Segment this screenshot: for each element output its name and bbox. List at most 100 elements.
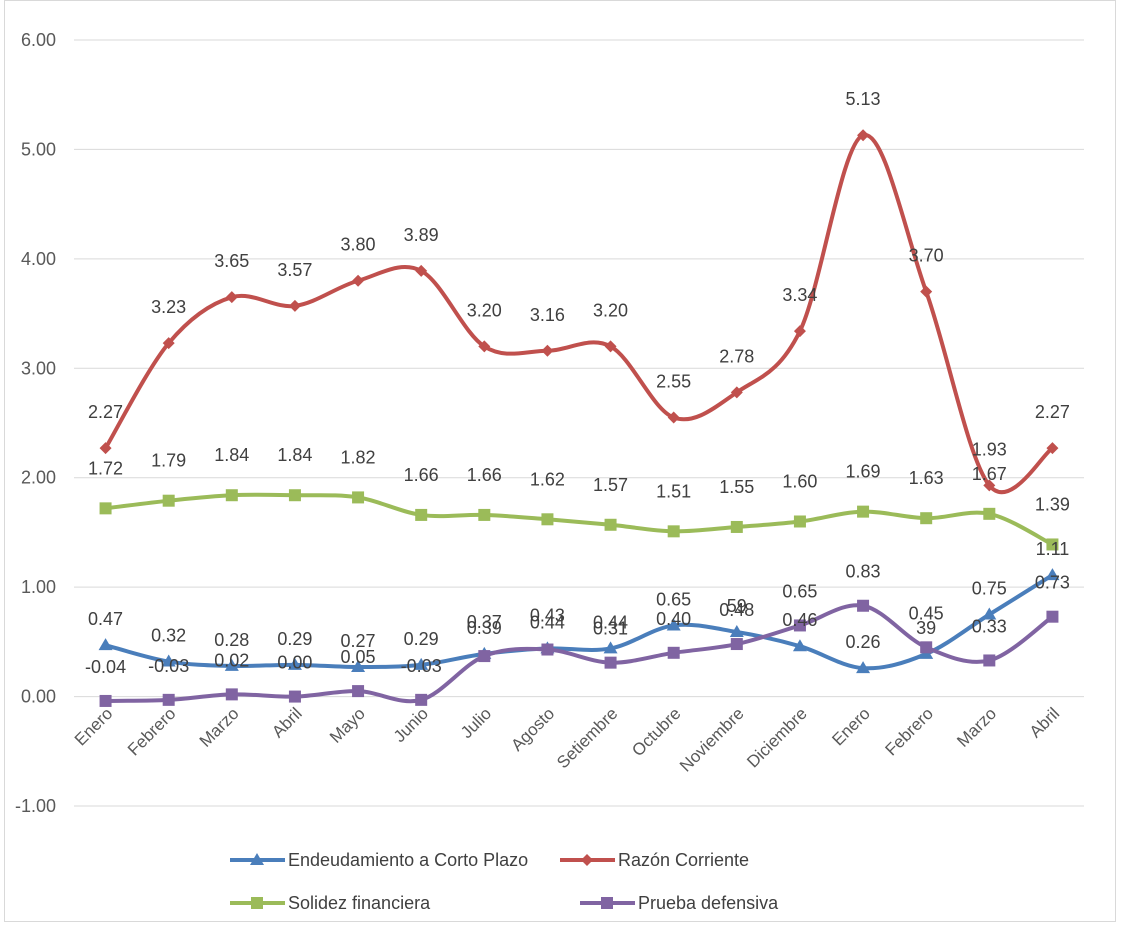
- series-line: [103, 133, 1055, 495]
- data-label: 2.27: [1035, 402, 1070, 422]
- x-tick-label: Enero: [828, 704, 874, 750]
- data-point: [162, 494, 175, 507]
- y-tick-label: -1.00: [15, 796, 56, 816]
- data-label: 0.37: [467, 612, 502, 632]
- y-tick-label: 6.00: [21, 30, 56, 50]
- data-point: [920, 641, 933, 654]
- y-axis: 6.00 5.00 4.00 3.00 2.00 1.00 0.00 -1.00: [15, 30, 56, 816]
- data-point: [225, 489, 238, 502]
- data-point: [983, 479, 996, 492]
- data-point: [603, 641, 618, 654]
- data-point: [857, 505, 870, 518]
- data-label: 0.65: [782, 581, 817, 601]
- x-tick-label: Febrero: [124, 704, 180, 760]
- legend-marker: [250, 853, 264, 865]
- data-point: [920, 512, 933, 525]
- legend-marker: [601, 897, 613, 909]
- x-tick-label: Enero: [71, 704, 117, 750]
- data-label: 1.66: [404, 465, 439, 485]
- data-label: 1.39: [1035, 494, 1070, 514]
- x-tick-label: Octubre: [628, 704, 684, 760]
- data-point: [225, 291, 238, 304]
- x-tick-label: Setiembre: [553, 704, 621, 772]
- data-point: [288, 299, 301, 312]
- data-point: [604, 518, 617, 531]
- y-tick-label: 3.00: [21, 358, 56, 378]
- data-point: [667, 411, 680, 424]
- data-label: 3.20: [467, 300, 502, 320]
- data-label: 1.93: [972, 439, 1007, 459]
- data-point: [856, 661, 871, 674]
- x-tick-label: Agosto: [507, 704, 558, 755]
- data-point: [224, 658, 239, 671]
- legend: Endeudamiento a Corto Plazo Razón Corrien…: [230, 850, 779, 913]
- x-tick-label: Marzo: [196, 704, 243, 751]
- data-label: 2.55: [656, 372, 691, 392]
- data-label: 3.34: [782, 285, 817, 305]
- y-tick-label: 1.00: [21, 577, 56, 597]
- data-label: 3.20: [593, 300, 628, 320]
- data-label: 3.70: [909, 246, 944, 266]
- data-label: 0.33: [972, 616, 1007, 636]
- legend-entry: Prueba defensiva: [580, 893, 779, 913]
- data-label: 0.02: [214, 650, 249, 670]
- data-label: 3.16: [530, 305, 565, 325]
- data-point: [161, 654, 176, 667]
- legend-label: Endeudamiento a Corto Plazo: [288, 850, 528, 870]
- data-point: [351, 660, 366, 673]
- data-label: 0.44: [593, 612, 628, 632]
- data-label: 0.29: [404, 629, 439, 649]
- data-label: 0.43: [530, 606, 565, 626]
- x-tick-label: Abril: [1026, 704, 1063, 741]
- data-point: [478, 340, 491, 353]
- data-label: 1.51: [656, 481, 691, 501]
- data-point: [1046, 538, 1059, 551]
- x-tick-label: Diciembre: [743, 704, 811, 772]
- x-tick-label: Noviembre: [676, 704, 748, 776]
- data-point: [352, 685, 365, 698]
- data-label: 1.60: [782, 471, 817, 491]
- data-point: [983, 507, 996, 520]
- data-label: 0.31: [593, 619, 628, 639]
- legend-marker: [251, 897, 263, 909]
- data-label: 0.45: [909, 603, 944, 623]
- data-point: [478, 650, 491, 663]
- data-point: [287, 657, 302, 670]
- data-point: [730, 386, 743, 399]
- series-line: [103, 603, 1055, 704]
- data-point: [541, 344, 554, 357]
- data-point: [983, 654, 996, 667]
- data-label: 3.57: [277, 260, 312, 280]
- data-point: [99, 694, 112, 707]
- data-label: 0.40: [656, 609, 691, 629]
- data-label: 1.69: [846, 462, 881, 482]
- data-label: 1.11: [1036, 539, 1070, 559]
- data-label: 1.63: [909, 468, 944, 488]
- data-point: [793, 515, 806, 528]
- data-point: [415, 693, 428, 706]
- x-tick-label: Junio: [390, 704, 432, 746]
- data-point: [666, 618, 681, 631]
- y-tick-label: 2.00: [21, 468, 56, 488]
- series-line: [103, 573, 1055, 671]
- data-point: [352, 491, 365, 504]
- data-label: 0.39: [467, 618, 502, 638]
- data-label: 0.27: [341, 631, 376, 651]
- data-label: 0.44: [530, 612, 565, 632]
- data-label: 59: [727, 596, 747, 616]
- data-label: 1.66: [467, 465, 502, 485]
- data-label: 39: [916, 618, 936, 638]
- legend-marker: [581, 854, 593, 866]
- data-label: 1.57: [593, 475, 628, 495]
- data-point: [729, 625, 744, 638]
- legend-label: Solidez financiera: [288, 893, 431, 913]
- data-label: 3.89: [404, 225, 439, 245]
- gridlines: [74, 39, 1084, 807]
- legend-label: Razón Corriente: [618, 850, 749, 870]
- legend-entry: Solidez financiera: [230, 893, 431, 913]
- data-point: [162, 693, 175, 706]
- data-label: 0.00: [277, 653, 312, 673]
- data-point: [225, 688, 238, 701]
- y-tick-label: 5.00: [21, 139, 56, 159]
